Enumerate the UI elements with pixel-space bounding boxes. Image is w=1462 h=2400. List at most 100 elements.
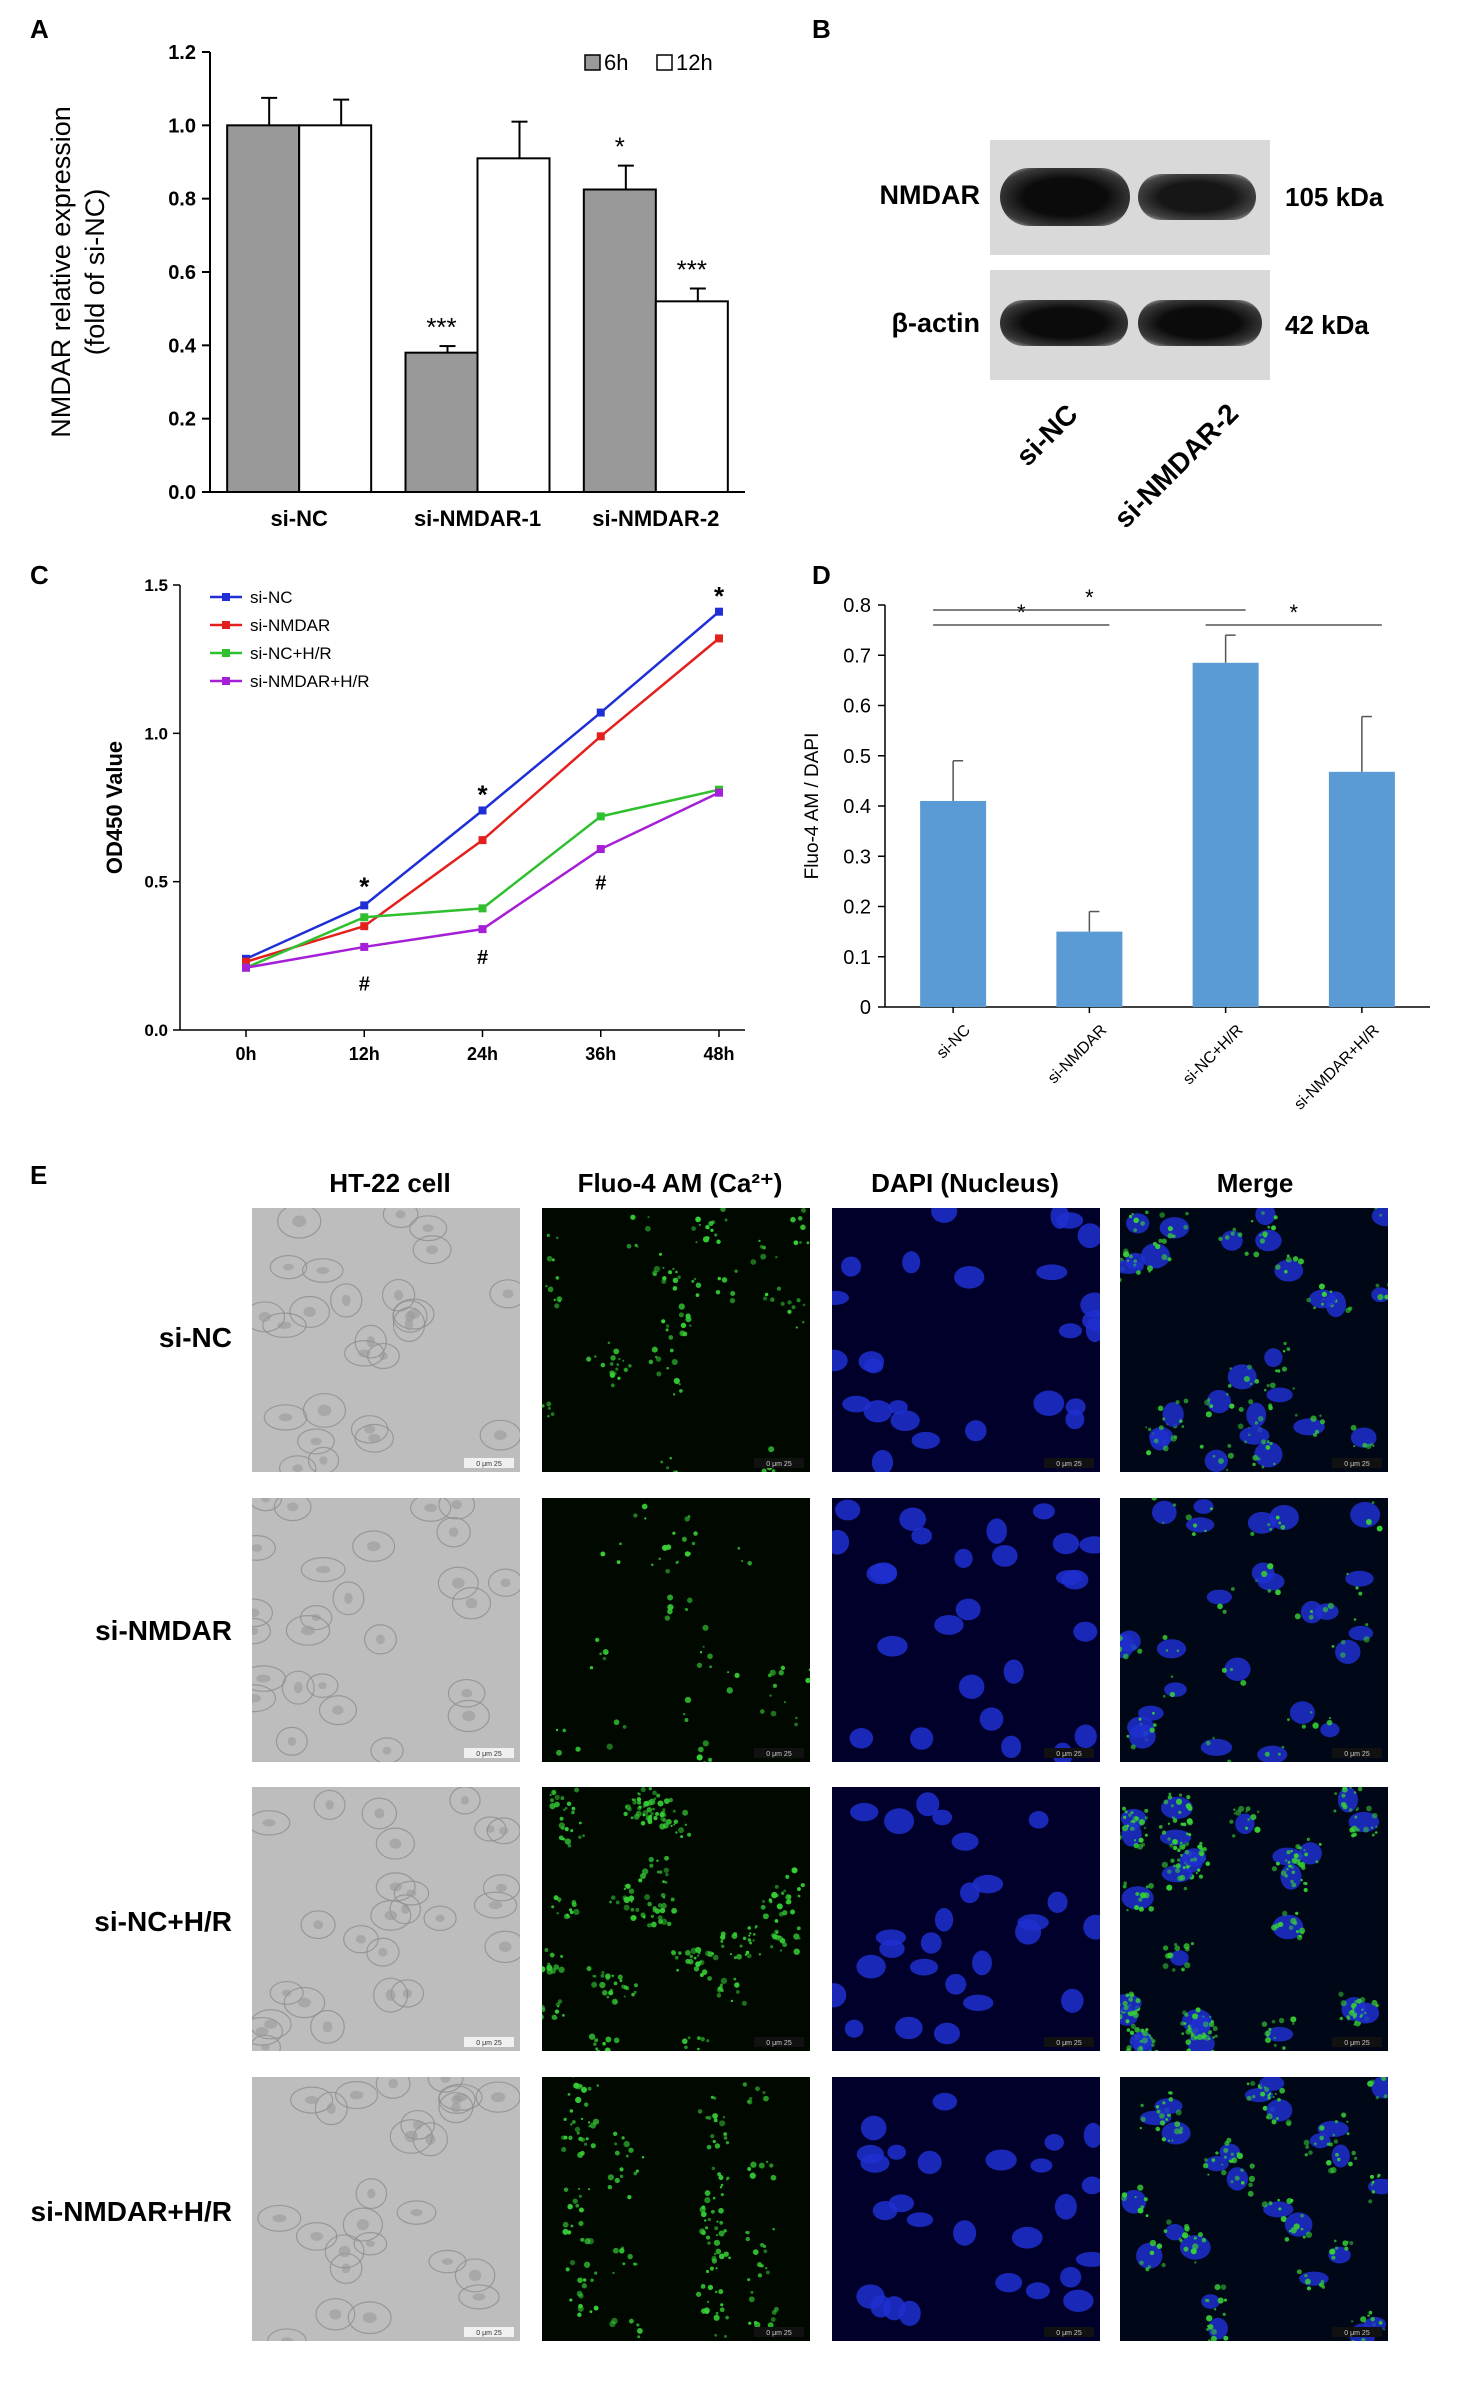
micro-cell-outline: [318, 1695, 358, 1726]
micro-calcium-signal: [672, 1393, 676, 1396]
micro-calcium-signal: [1252, 2095, 1256, 2099]
micro-calcium-signal: [1314, 1429, 1320, 1434]
micro-calcium-signal: [749, 2172, 756, 2179]
micro-calcium-signal: [1247, 1818, 1251, 1821]
micro-calcium-signal: [1233, 1808, 1236, 1811]
micro-calcium-signal: [720, 2303, 724, 2307]
micro-image-ht22-row-3: 0 μm 25: [252, 1787, 520, 2051]
micro-calcium-signal: [1256, 1810, 1260, 1814]
micro-nucleus-dapi: [1298, 1842, 1322, 1865]
chart-c-point: [596, 845, 605, 854]
micro-calcium-signal: [709, 2266, 715, 2271]
micro-calcium-signal: [625, 1986, 630, 1991]
micro-calcium-signal: [638, 1878, 643, 1883]
micro-calcium-signal: [696, 1754, 703, 1761]
micro-calcium-signal: [776, 1286, 782, 1291]
micro-scale-text: 0 μm 25: [766, 2040, 792, 2047]
micro-calcium-signal: [1314, 2142, 1317, 2146]
micro-calcium-signal: [1363, 2011, 1367, 2015]
micro-calcium-signal: [1183, 2246, 1189, 2252]
micro-nucleus-dapi: [1074, 1724, 1097, 1749]
column-header-merge: Merge: [1216, 1168, 1294, 1198]
micro-cell-nucleus: [255, 2026, 269, 2036]
micro-calcium-signal: [1129, 2030, 1135, 2036]
micro-cell-nucleus: [338, 2245, 351, 2258]
micro-calcium-signal: [621, 1984, 626, 1989]
micro-calcium-signal: [1267, 1589, 1272, 1593]
micro-calcium-signal: [672, 1809, 676, 1813]
micro-calcium-signal: [1171, 1968, 1176, 1972]
micro-nucleus-dapi: [1028, 1811, 1049, 1829]
micro-calcium-signal: [1168, 1792, 1172, 1796]
micro-calcium-signal: [664, 1855, 669, 1861]
micro-calcium-signal: [637, 2335, 641, 2339]
micro-calcium-signal: [1369, 2079, 1375, 2085]
micro-calcium-signal: [719, 2186, 723, 2189]
micro-calcium-signal: [710, 1228, 714, 1233]
micro-calcium-signal: [699, 1973, 704, 1977]
micro-calcium-signal: [566, 1801, 572, 1807]
micro-calcium-signal: [633, 2171, 638, 2176]
micro-cell-outline: [486, 1817, 520, 1845]
micro-scale-text: 0 μm 25: [766, 1461, 792, 1468]
micro-calcium-signal: [1238, 1406, 1244, 1413]
micro-calcium-signal: [773, 1893, 776, 1897]
micro-calcium-signal: [635, 2169, 639, 2173]
micro-calcium-signal: [1282, 2046, 1286, 2050]
chart-d-y-tick-label: 0.7: [843, 645, 871, 667]
micro-calcium-signal: [763, 2249, 768, 2254]
micro-calcium-signal: [701, 1969, 708, 1975]
micro-calcium-signal: [1145, 2214, 1149, 2218]
micro-calcium-signal: [1178, 1793, 1183, 1797]
micro-nucleus-dapi: [1030, 2158, 1053, 2173]
micro-calcium-signal: [656, 1859, 659, 1862]
micro-calcium-signal: [707, 2217, 712, 2222]
micro-calcium-signal: [1375, 1283, 1380, 1288]
micro-cell-nucleus: [282, 1263, 294, 1271]
micro-nucleus-dapi: [1081, 2176, 1100, 2195]
micro-calcium-signal: [628, 1888, 635, 1894]
micro-calcium-signal: [1202, 2015, 1205, 2018]
micro-calcium-signal: [625, 2154, 629, 2158]
micro-calcium-signal: [733, 1956, 737, 1960]
micro-calcium-signal: [660, 1918, 668, 1925]
micro-calcium-signal: [1174, 2121, 1181, 2128]
micro-calcium-signal: [1212, 1454, 1216, 1458]
chart-d-y-tick-label: 0.3: [843, 846, 871, 868]
micro-cell-nucleus: [318, 1682, 327, 1690]
micro-calcium-signal: [1140, 1221, 1145, 1226]
micro-calcium-signal: [719, 2120, 726, 2127]
micro-calcium-signal: [1318, 1843, 1322, 1846]
micro-calcium-signal: [1141, 2037, 1148, 2044]
micro-calcium-signal: [704, 2219, 707, 2222]
micro-calcium-signal: [705, 2269, 710, 2274]
micro-nucleus-dapi: [1150, 1429, 1170, 1451]
micro-calcium-signal: [1172, 1503, 1177, 1507]
micro-calcium-signal: [619, 1542, 622, 1546]
micro-calcium-signal: [1126, 2028, 1131, 2032]
chart-c-point: [596, 812, 605, 821]
micro-calcium-signal: [1176, 1649, 1180, 1652]
micro-cell-nucleus: [252, 1608, 260, 1618]
micro-calcium-signal: [737, 1547, 741, 1550]
column-header-dapi: DAPI (Nucleus): [871, 1168, 1059, 1198]
micro-calcium-signal: [1291, 1870, 1296, 1874]
micro-calcium-signal: [1121, 1806, 1127, 1811]
blot-lane-sinmdar2: si-NMDAR-2: [1108, 397, 1245, 534]
micro-calcium-signal: [1383, 2328, 1386, 2331]
micro-cell-nucleus: [500, 1578, 511, 1588]
micro-calcium-signal: [610, 1895, 616, 1900]
micro-calcium-signal: [1301, 1724, 1307, 1729]
micro-calcium-signal: [1234, 2175, 1240, 2181]
micro-calcium-signal: [779, 1949, 783, 1952]
micro-calcium-signal: [1349, 1787, 1352, 1789]
micro-calcium-signal: [1128, 1813, 1132, 1817]
micro-calcium-signal: [666, 1921, 672, 1927]
micro-calcium-signal: [1333, 2239, 1337, 2243]
micro-nucleus-dapi: [877, 1635, 908, 1657]
micro-cell-nucleus: [341, 1294, 351, 1307]
micro-calcium-signal: [1254, 1826, 1261, 1833]
micro-calcium-signal: [1133, 1228, 1138, 1233]
micro-calcium-signal: [1126, 1734, 1130, 1738]
micro-calcium-signal: [1163, 2229, 1168, 2233]
